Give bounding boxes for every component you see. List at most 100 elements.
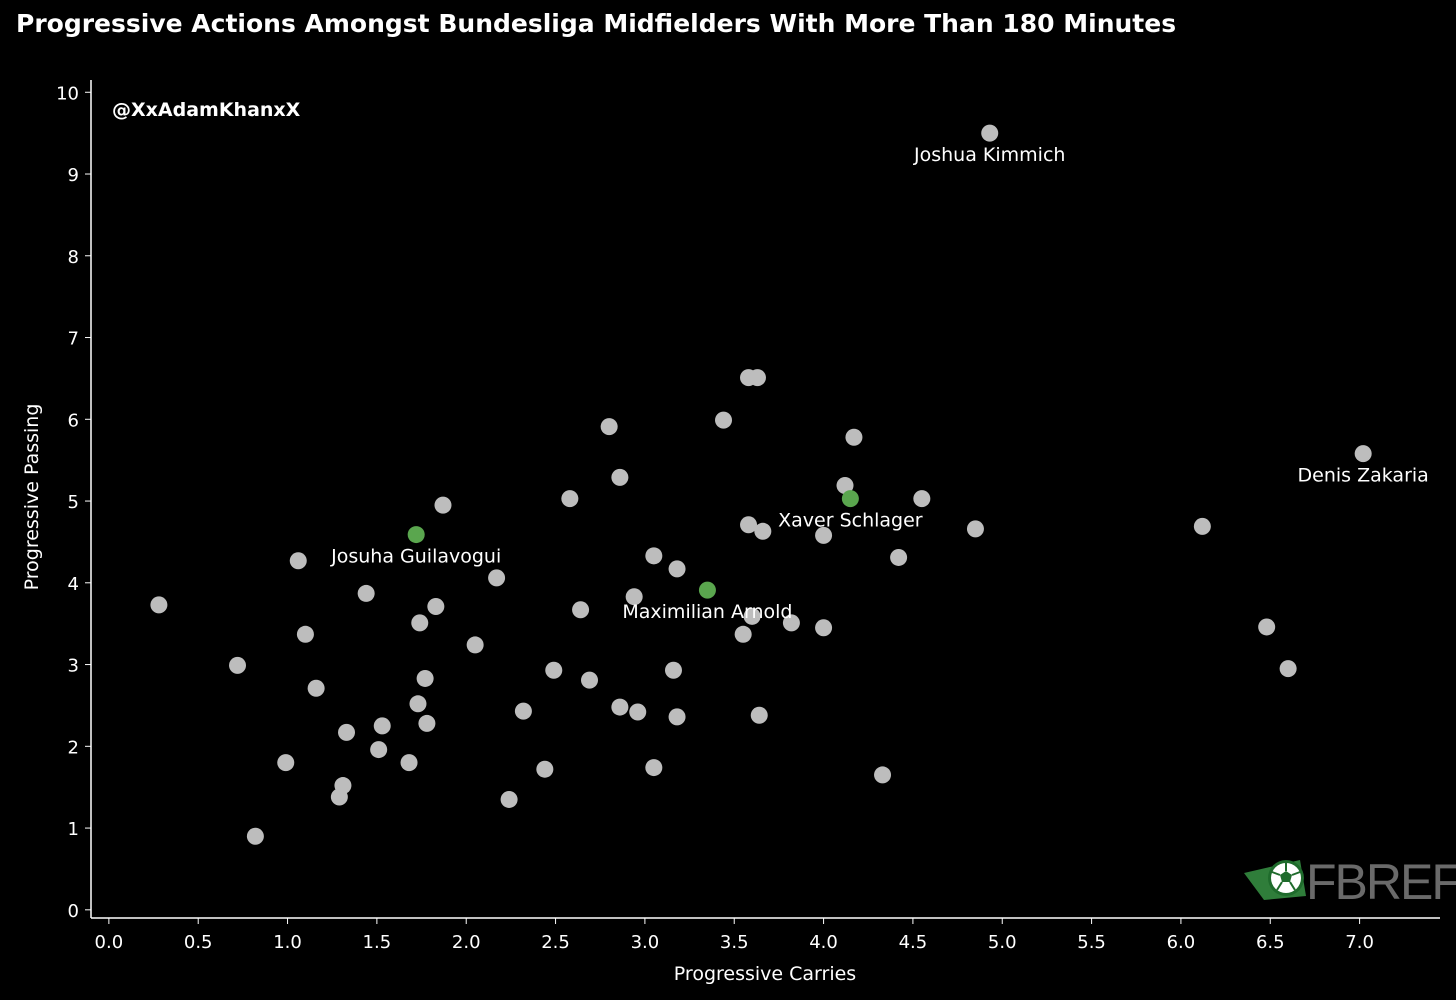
data-point bbox=[373, 717, 391, 735]
data-point bbox=[150, 596, 168, 614]
data-point bbox=[1279, 660, 1297, 678]
data-point bbox=[668, 560, 686, 578]
data-point bbox=[536, 760, 554, 778]
y-axis-label: Progressive Passing bbox=[21, 404, 43, 591]
data-point bbox=[289, 552, 307, 570]
data-point bbox=[981, 124, 999, 142]
x-ticks: 0.0 0.5 1.0 1.5 2.0 2.5 3.0 3.5 4.0 4.5 5.0 5.5 6.0 6… bbox=[95, 918, 1374, 953]
data-point bbox=[338, 723, 356, 741]
point-label: Denis Zakaria bbox=[1298, 465, 1429, 487]
data-point bbox=[572, 601, 590, 619]
y-tick-label: 0 bbox=[68, 901, 79, 922]
data-point bbox=[740, 516, 758, 534]
data-point bbox=[277, 754, 295, 772]
data-point bbox=[466, 636, 484, 654]
y-tick-label: 7 bbox=[68, 329, 79, 350]
x-tick-label: 2.5 bbox=[541, 932, 570, 953]
data-point bbox=[874, 766, 892, 784]
highlighted-data-point bbox=[698, 581, 716, 599]
data-point bbox=[715, 411, 733, 429]
y-tick-label: 8 bbox=[68, 247, 79, 268]
data-point bbox=[836, 477, 854, 495]
data-point bbox=[645, 547, 663, 565]
y-ticks: 0 1 2 3 4 5 6 7 8 9 10 bbox=[56, 83, 91, 922]
data-point bbox=[734, 625, 752, 643]
x-tick-label: 3.5 bbox=[720, 932, 749, 953]
data-point bbox=[600, 418, 618, 436]
data-point bbox=[664, 661, 682, 679]
data-point bbox=[418, 714, 436, 732]
data-point bbox=[545, 661, 563, 679]
data-point bbox=[416, 669, 434, 687]
x-tick-label: 2.0 bbox=[452, 932, 481, 953]
data-point bbox=[611, 468, 629, 486]
x-tick-label: 1.0 bbox=[273, 932, 302, 953]
data-points bbox=[150, 124, 1372, 845]
x-tick-label: 5.5 bbox=[1077, 932, 1106, 953]
data-point bbox=[913, 490, 931, 508]
data-point bbox=[1258, 618, 1276, 636]
y-tick-label: 10 bbox=[56, 83, 79, 104]
x-tick-label: 3.0 bbox=[631, 932, 660, 953]
data-point bbox=[500, 790, 518, 808]
fbref-logo: FBREF bbox=[1244, 854, 1456, 910]
x-axis-label: Progressive Carries bbox=[674, 963, 856, 985]
x-tick-label: 6.5 bbox=[1256, 932, 1285, 953]
x-tick-label: 5.0 bbox=[988, 932, 1017, 953]
y-tick-label: 6 bbox=[68, 410, 79, 431]
highlighted-data-point bbox=[407, 526, 425, 544]
data-point bbox=[561, 490, 579, 508]
data-point bbox=[625, 588, 643, 606]
x-tick-label: 1.5 bbox=[363, 932, 392, 953]
fbref-logo-text: FBREF bbox=[1306, 854, 1456, 910]
x-tick-label: 6.0 bbox=[1167, 932, 1196, 953]
data-point bbox=[815, 526, 833, 544]
data-point bbox=[296, 625, 314, 643]
data-point bbox=[427, 598, 445, 616]
y-tick-label: 1 bbox=[68, 819, 79, 840]
data-point bbox=[1193, 517, 1211, 535]
data-point bbox=[629, 703, 647, 721]
data-point bbox=[748, 369, 766, 387]
y-tick-label: 4 bbox=[68, 574, 79, 595]
data-point bbox=[246, 827, 264, 845]
data-point bbox=[750, 706, 768, 724]
data-point bbox=[370, 741, 388, 759]
data-point bbox=[845, 428, 863, 446]
chart-title: Progressive Actions Amongst Bundesliga M… bbox=[16, 9, 1176, 38]
data-point bbox=[434, 496, 452, 514]
point-label: Xaver Schlager bbox=[778, 510, 923, 532]
data-point bbox=[668, 708, 686, 726]
data-point bbox=[409, 695, 427, 713]
point-label: Joshua Kimmich bbox=[913, 144, 1065, 166]
data-point bbox=[411, 614, 429, 632]
data-point bbox=[400, 754, 418, 772]
data-point bbox=[815, 619, 833, 637]
data-point bbox=[357, 584, 375, 602]
data-point bbox=[581, 671, 599, 689]
fbref-ball-icon bbox=[1244, 860, 1306, 900]
x-tick-label: 0.5 bbox=[184, 932, 213, 953]
author-watermark: @XxAdamKhanxX bbox=[112, 99, 301, 121]
y-tick-label: 5 bbox=[68, 492, 79, 513]
data-point bbox=[307, 679, 325, 697]
point-label: Josuha Guilavogui bbox=[330, 546, 501, 568]
point-label: Maximilian Arnold bbox=[622, 601, 792, 623]
x-tick-label: 4.0 bbox=[809, 932, 838, 953]
data-point bbox=[229, 656, 247, 674]
x-tick-label: 7.0 bbox=[1345, 932, 1374, 953]
data-point bbox=[754, 522, 772, 540]
data-point bbox=[334, 777, 352, 795]
point-labels: Joshua Kimmich Denis Zakaria Josuha Guilav… bbox=[330, 144, 1429, 623]
x-tick-label: 0.0 bbox=[95, 932, 124, 953]
data-point bbox=[611, 698, 629, 716]
data-point bbox=[890, 548, 908, 566]
data-point bbox=[645, 759, 663, 777]
data-point bbox=[782, 614, 800, 632]
data-point bbox=[514, 702, 532, 720]
y-tick-label: 2 bbox=[68, 737, 79, 758]
y-tick-label: 9 bbox=[68, 165, 79, 186]
x-tick-label: 4.5 bbox=[899, 932, 928, 953]
data-point bbox=[488, 569, 506, 587]
